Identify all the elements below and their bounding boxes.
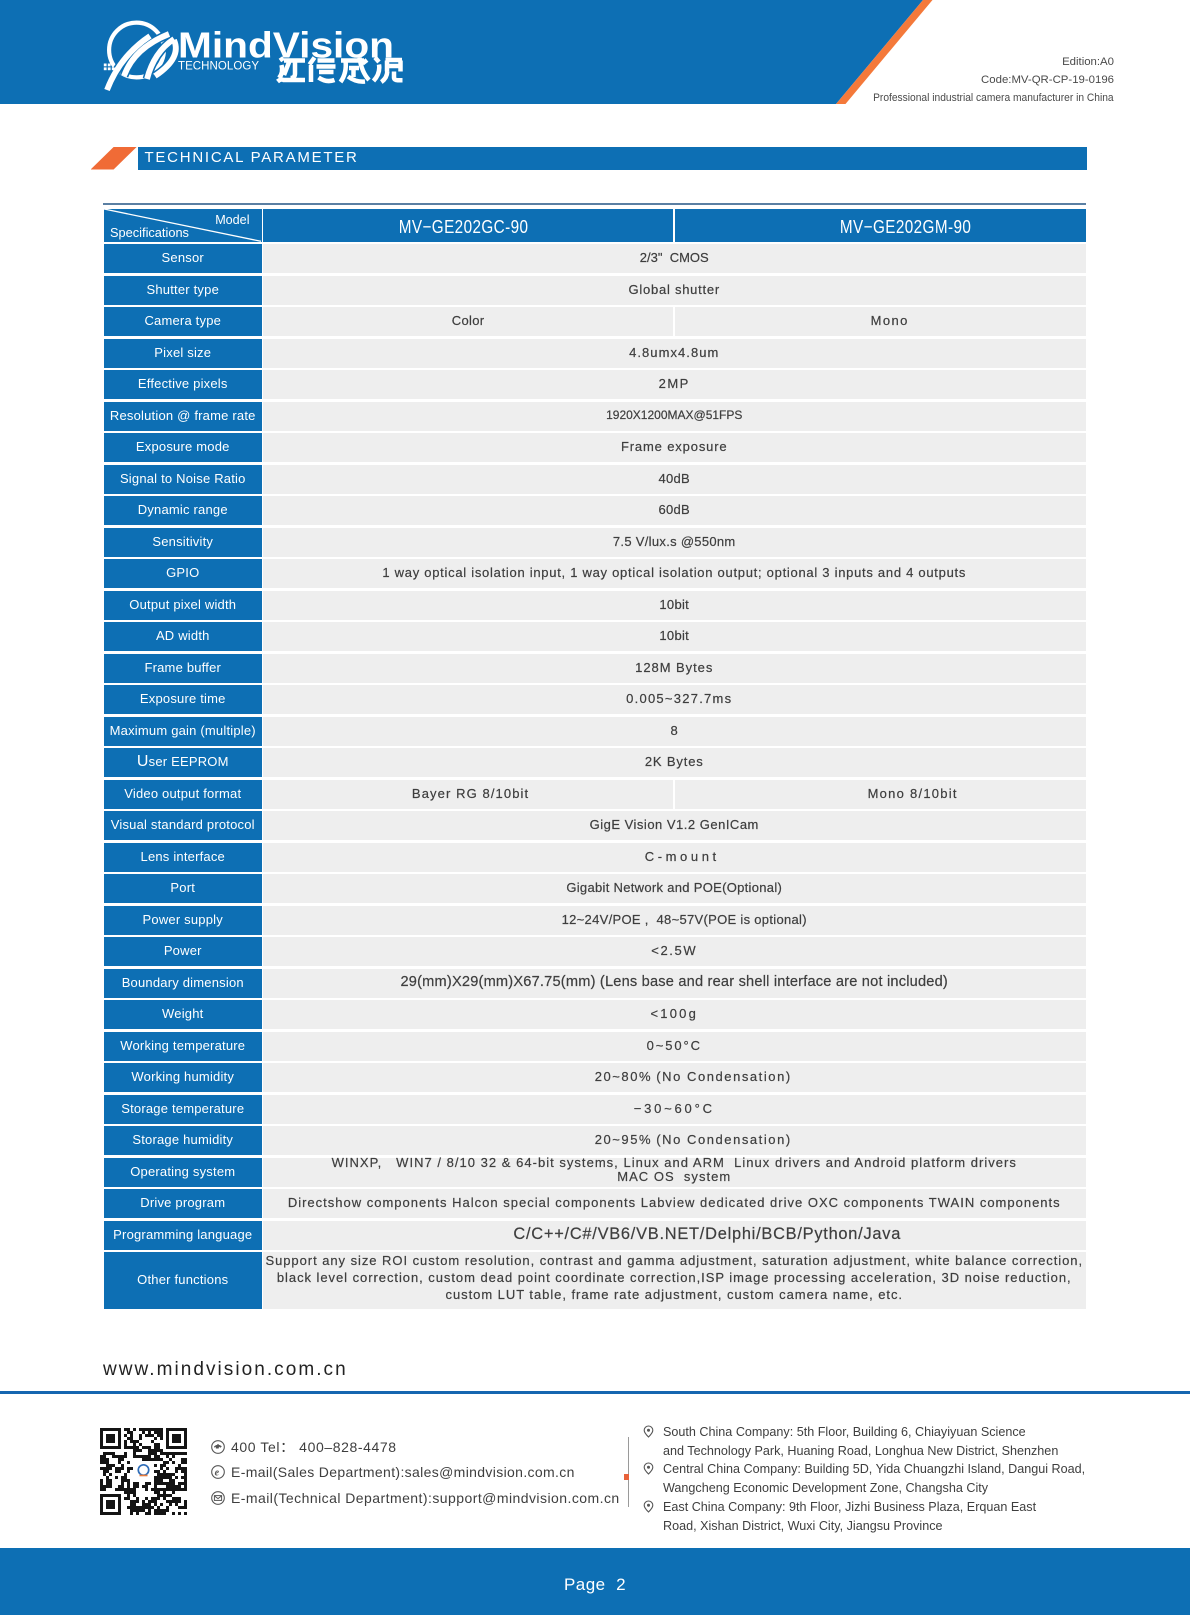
svg-text:e: e <box>215 1468 220 1479</box>
svg-text:TECHNOLOGY: TECHNOLOGY <box>178 61 259 73</box>
